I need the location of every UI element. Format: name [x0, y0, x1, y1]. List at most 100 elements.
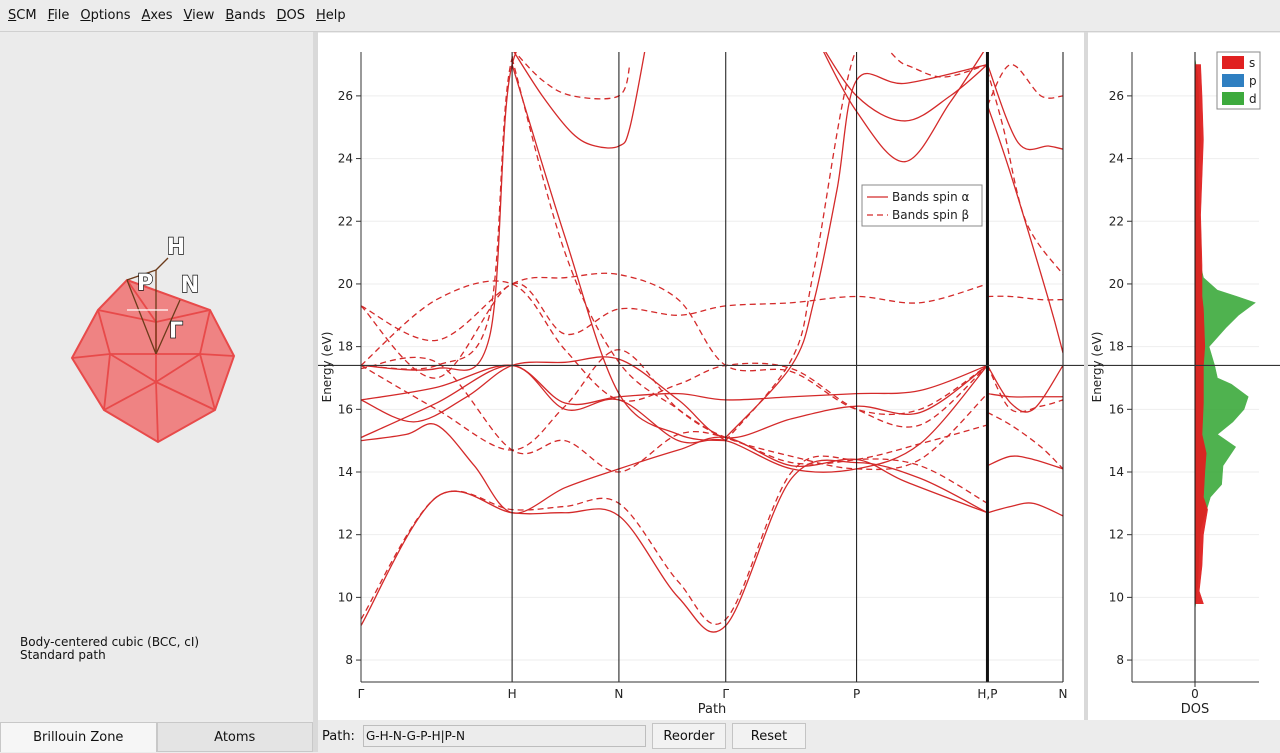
bz-path-line	[126, 269, 157, 281]
band-line-alpha	[986, 105, 1063, 354]
band-ytick-label: 10	[338, 590, 353, 604]
menu-bands[interactable]: Bands	[225, 7, 266, 23]
dos-x-axis-label: DOS	[1181, 702, 1210, 717]
bz-path-line	[155, 257, 169, 271]
dos-areas	[1194, 58, 1256, 610]
bz-label-gamma: Γ	[169, 319, 183, 344]
dos-area-s	[1194, 64, 1208, 604]
path-bar: Path: Reorder Reset	[318, 720, 1280, 752]
band-lines	[361, 52, 1063, 633]
band-structure-plot[interactable]: 8 10 12 14 16 18 20 22 24 26 Γ H N Γ P H,P N Path Energy (…	[318, 33, 1084, 720]
legend-label-beta: Bands spin β	[892, 208, 969, 222]
band-ytick-label: 16	[338, 402, 353, 416]
menu-view[interactable]: View	[183, 7, 215, 23]
band-line-beta	[986, 365, 1063, 413]
path-type-label: Standard path	[20, 648, 106, 662]
band-line-alpha	[986, 365, 1063, 413]
dos-panel: 8 10 12 14 16 18 20 22 24 26 0 DOS Energy (eV) s p d	[1088, 33, 1280, 720]
dos-legend-swatch-d	[1222, 92, 1244, 105]
bz-edge	[199, 353, 235, 357]
menu-help[interactable]: Help	[316, 7, 346, 23]
band-line-beta	[514, 52, 631, 100]
bz-edge	[109, 353, 157, 383]
band-line-alpha	[361, 356, 988, 439]
splitter-left[interactable]	[313, 32, 318, 752]
dos-ytick-label: 20	[1109, 277, 1124, 291]
bz-path-line	[126, 279, 157, 355]
band-line-beta	[361, 52, 515, 370]
dos-ytick-label: 16	[1109, 402, 1124, 416]
dos-legend-swatch-p	[1222, 74, 1244, 87]
band-line-alpha	[513, 52, 646, 149]
dos-ytick-label: 14	[1109, 465, 1124, 479]
bz-edge	[199, 353, 216, 411]
band-ytick-label: 24	[338, 152, 353, 166]
band-line-alpha	[987, 392, 1063, 398]
left-tab-bar: Brillouin Zone Atoms	[0, 722, 313, 752]
bz-edge	[126, 279, 157, 323]
band-ytick-label: 18	[338, 340, 353, 354]
path-input[interactable]	[362, 725, 646, 747]
kpoint-label: H	[508, 687, 517, 701]
band-line-beta	[361, 455, 988, 625]
dos-ytick-label: 10	[1109, 590, 1124, 604]
band-line-beta	[511, 58, 727, 442]
bz-edge	[97, 309, 111, 355]
menu-dos[interactable]: DOS	[276, 7, 306, 23]
dos-ytick-label: 26	[1109, 89, 1124, 103]
menu-scm[interactable]: SCM	[8, 7, 37, 23]
band-line-alpha	[361, 52, 517, 371]
bz-label-h: H	[167, 235, 185, 260]
band-ytick-label: 12	[338, 528, 353, 542]
bz-edge	[103, 353, 111, 411]
bz-path-line	[155, 299, 181, 355]
menu-bar: SCM File Options Axes View Bands DOS Help	[0, 0, 1280, 32]
band-line-alpha	[361, 364, 988, 473]
dos-ytick-label: 24	[1109, 152, 1124, 166]
band-ytick-label: 26	[338, 89, 353, 103]
band-ytick-label: 22	[338, 214, 353, 228]
bz-label-p: P	[137, 271, 153, 296]
kpoint-label: Γ	[358, 687, 365, 701]
brillouin-zone-view[interactable]: HP NΓ	[0, 32, 313, 592]
bz-edge	[103, 381, 157, 411]
reset-button[interactable]: Reset	[731, 723, 806, 749]
band-line-alpha	[361, 459, 988, 633]
dos-legend-label-s: s	[1249, 56, 1255, 70]
band-line-beta	[986, 70, 1063, 275]
band-line-beta	[361, 272, 988, 416]
band-line-beta	[725, 52, 988, 442]
kpoint-label: N	[1059, 687, 1068, 701]
bz-edge	[155, 309, 211, 323]
band-ytick-label: 8	[345, 653, 353, 667]
band-line-beta	[361, 349, 988, 471]
band-line-alpha	[361, 364, 988, 406]
band-line-alpha	[824, 52, 988, 122]
tab-atoms[interactable]: Atoms	[156, 722, 313, 752]
bz-edge	[199, 309, 211, 355]
dos-ytick-label: 12	[1109, 528, 1124, 542]
kpoint-label: H,P	[977, 687, 997, 701]
lattice-info: Body-centered cubic (BCC, cI) Standard p…	[20, 636, 199, 662]
bz-label-n: N	[181, 273, 199, 298]
splitter-right[interactable]	[1084, 32, 1088, 720]
band-line-alpha	[987, 455, 1063, 470]
band-line-beta	[361, 282, 988, 379]
menu-options[interactable]: Options	[80, 7, 131, 23]
bz-edge	[155, 353, 201, 383]
menu-file[interactable]: File	[47, 7, 70, 23]
path-label: Path:	[322, 728, 355, 744]
bz-edge	[155, 381, 159, 443]
reorder-button[interactable]: Reorder	[651, 723, 726, 749]
bz-edge	[71, 353, 111, 359]
dos-ytick-label: 8	[1116, 653, 1124, 667]
dos-y-axis-label: Energy (eV)	[1090, 332, 1104, 403]
menu-axes[interactable]: Axes	[141, 7, 173, 23]
tab-brillouin-zone[interactable]: Brillouin Zone	[0, 722, 157, 752]
band-ytick-label: 14	[338, 465, 353, 479]
bz-body	[70, 278, 236, 444]
dos-ytick-label: 22	[1109, 214, 1124, 228]
kpoint-label: N	[614, 687, 623, 701]
